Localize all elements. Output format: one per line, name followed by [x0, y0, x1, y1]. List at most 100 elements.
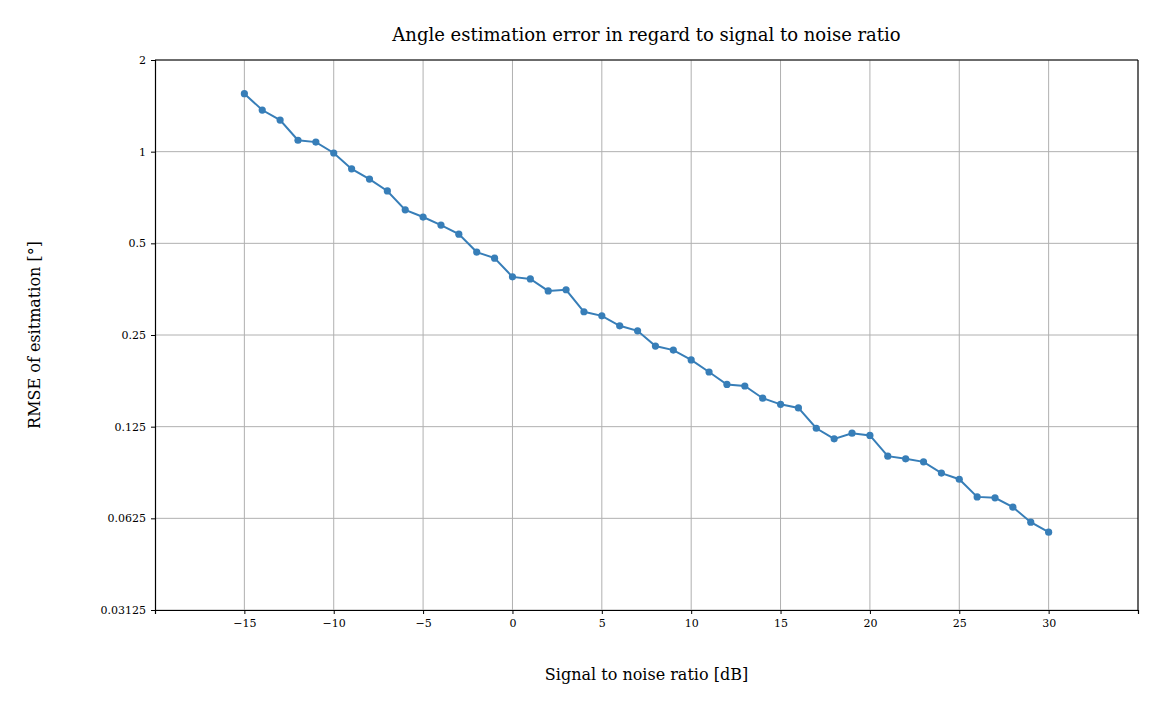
series-point	[384, 187, 391, 194]
tick-mark	[151, 60, 155, 61]
tick: 0.0625	[108, 512, 156, 525]
series-point	[419, 213, 426, 220]
tick-mark	[959, 610, 960, 614]
tick-label: −5	[415, 617, 431, 630]
series-point	[330, 149, 337, 156]
series-point	[580, 308, 587, 315]
tick: −10	[323, 610, 346, 630]
series-point	[938, 469, 945, 476]
tick: −5	[415, 610, 431, 630]
series-line	[244, 94, 1048, 532]
grid-line-y	[155, 151, 1138, 152]
series-point	[920, 458, 927, 465]
tick-mark	[151, 610, 155, 611]
tick: 0.125	[115, 421, 156, 434]
series-point	[813, 425, 820, 432]
grid-line-y	[155, 518, 1138, 519]
series-point	[634, 327, 641, 334]
tick: 0.03125	[101, 604, 156, 617]
x-axis: −15 −10 −5 0 5 10 15 20 25 30	[156, 610, 1139, 630]
tick-mark	[512, 610, 513, 614]
title: Angle estimation error in regard to sign…	[391, 24, 900, 45]
series-point	[902, 455, 909, 462]
series-point	[241, 90, 248, 97]
series-point	[455, 231, 462, 238]
tick-label: 20	[863, 617, 877, 630]
series-point	[866, 432, 873, 439]
tick: 25	[953, 610, 967, 630]
axis-line	[151, 61, 156, 611]
series-point	[759, 395, 766, 402]
tick: 10	[685, 610, 699, 630]
grid-line-y	[155, 243, 1138, 244]
series-point	[491, 255, 498, 262]
series-point	[974, 493, 981, 500]
frame	[1137, 60, 1138, 610]
series-point	[848, 430, 855, 437]
chart: −15−10−50510152025300.031250.06250.1250.…	[0, 0, 1159, 709]
x-axis-title: Signal to noise ratio [dB]	[545, 665, 748, 684]
series-point	[991, 494, 998, 501]
tick-label: 2	[139, 54, 146, 67]
tick-label: 1	[139, 146, 146, 159]
series-point	[777, 401, 784, 408]
series-point	[956, 476, 963, 483]
tick-mark	[1049, 610, 1050, 614]
tick: 5	[599, 610, 606, 630]
series-point	[688, 356, 695, 363]
tick-label: 15	[774, 617, 788, 630]
tick-mark	[151, 243, 155, 244]
series-point	[884, 453, 891, 460]
series-point	[277, 116, 284, 123]
series-point	[1027, 519, 1034, 526]
series-point	[509, 273, 516, 280]
tick-mark	[781, 610, 782, 614]
tick-mark	[151, 335, 155, 336]
series-point	[652, 342, 659, 349]
tick-label: 0.5	[129, 237, 147, 250]
tick: −15	[233, 610, 256, 630]
tick-mark	[423, 610, 424, 614]
tick: 1	[139, 146, 155, 159]
grid-line-y	[155, 335, 1138, 336]
series-point	[437, 221, 444, 228]
tick-mark	[602, 610, 603, 614]
plot-area	[241, 90, 1052, 536]
tick-mark	[334, 610, 335, 614]
tick: 0.25	[122, 329, 156, 342]
y-axis: 0.03125 0.0625 0.125 0.25 0.5 1 2	[101, 54, 156, 617]
tick-label: 0.25	[122, 329, 147, 342]
series-point	[366, 175, 373, 182]
tick: 0	[509, 610, 516, 630]
series-point	[705, 368, 712, 375]
series-point	[402, 206, 409, 213]
tick-mark	[151, 518, 155, 519]
series-point	[259, 106, 266, 113]
series-point	[795, 404, 802, 411]
tick-label: 30	[1042, 617, 1056, 630]
tick-mark	[244, 610, 245, 614]
tick-label: 10	[685, 617, 699, 630]
series-point	[348, 165, 355, 172]
series-point	[616, 322, 623, 329]
grid-line-y	[155, 426, 1138, 427]
tick-label: −15	[233, 617, 256, 630]
tick: 30	[1042, 610, 1056, 630]
series-point	[312, 139, 319, 146]
series-point	[473, 248, 480, 255]
grid-line-y	[155, 60, 1138, 61]
series-point	[1045, 529, 1052, 536]
tick-label: 25	[953, 617, 967, 630]
series-point	[1009, 504, 1016, 511]
tick-label: 0.0625	[108, 512, 147, 525]
y-axis-title: RMSE of esitmation [°]	[25, 241, 44, 429]
series-point	[831, 435, 838, 442]
tick: 0.5	[129, 237, 156, 250]
tick-mark	[151, 427, 155, 428]
axis-line	[156, 611, 1139, 615]
frame	[155, 59, 1138, 60]
tick-label: 5	[599, 617, 606, 630]
tick-label: 0	[509, 617, 516, 630]
series-point	[527, 275, 534, 282]
tick-mark	[691, 610, 692, 614]
